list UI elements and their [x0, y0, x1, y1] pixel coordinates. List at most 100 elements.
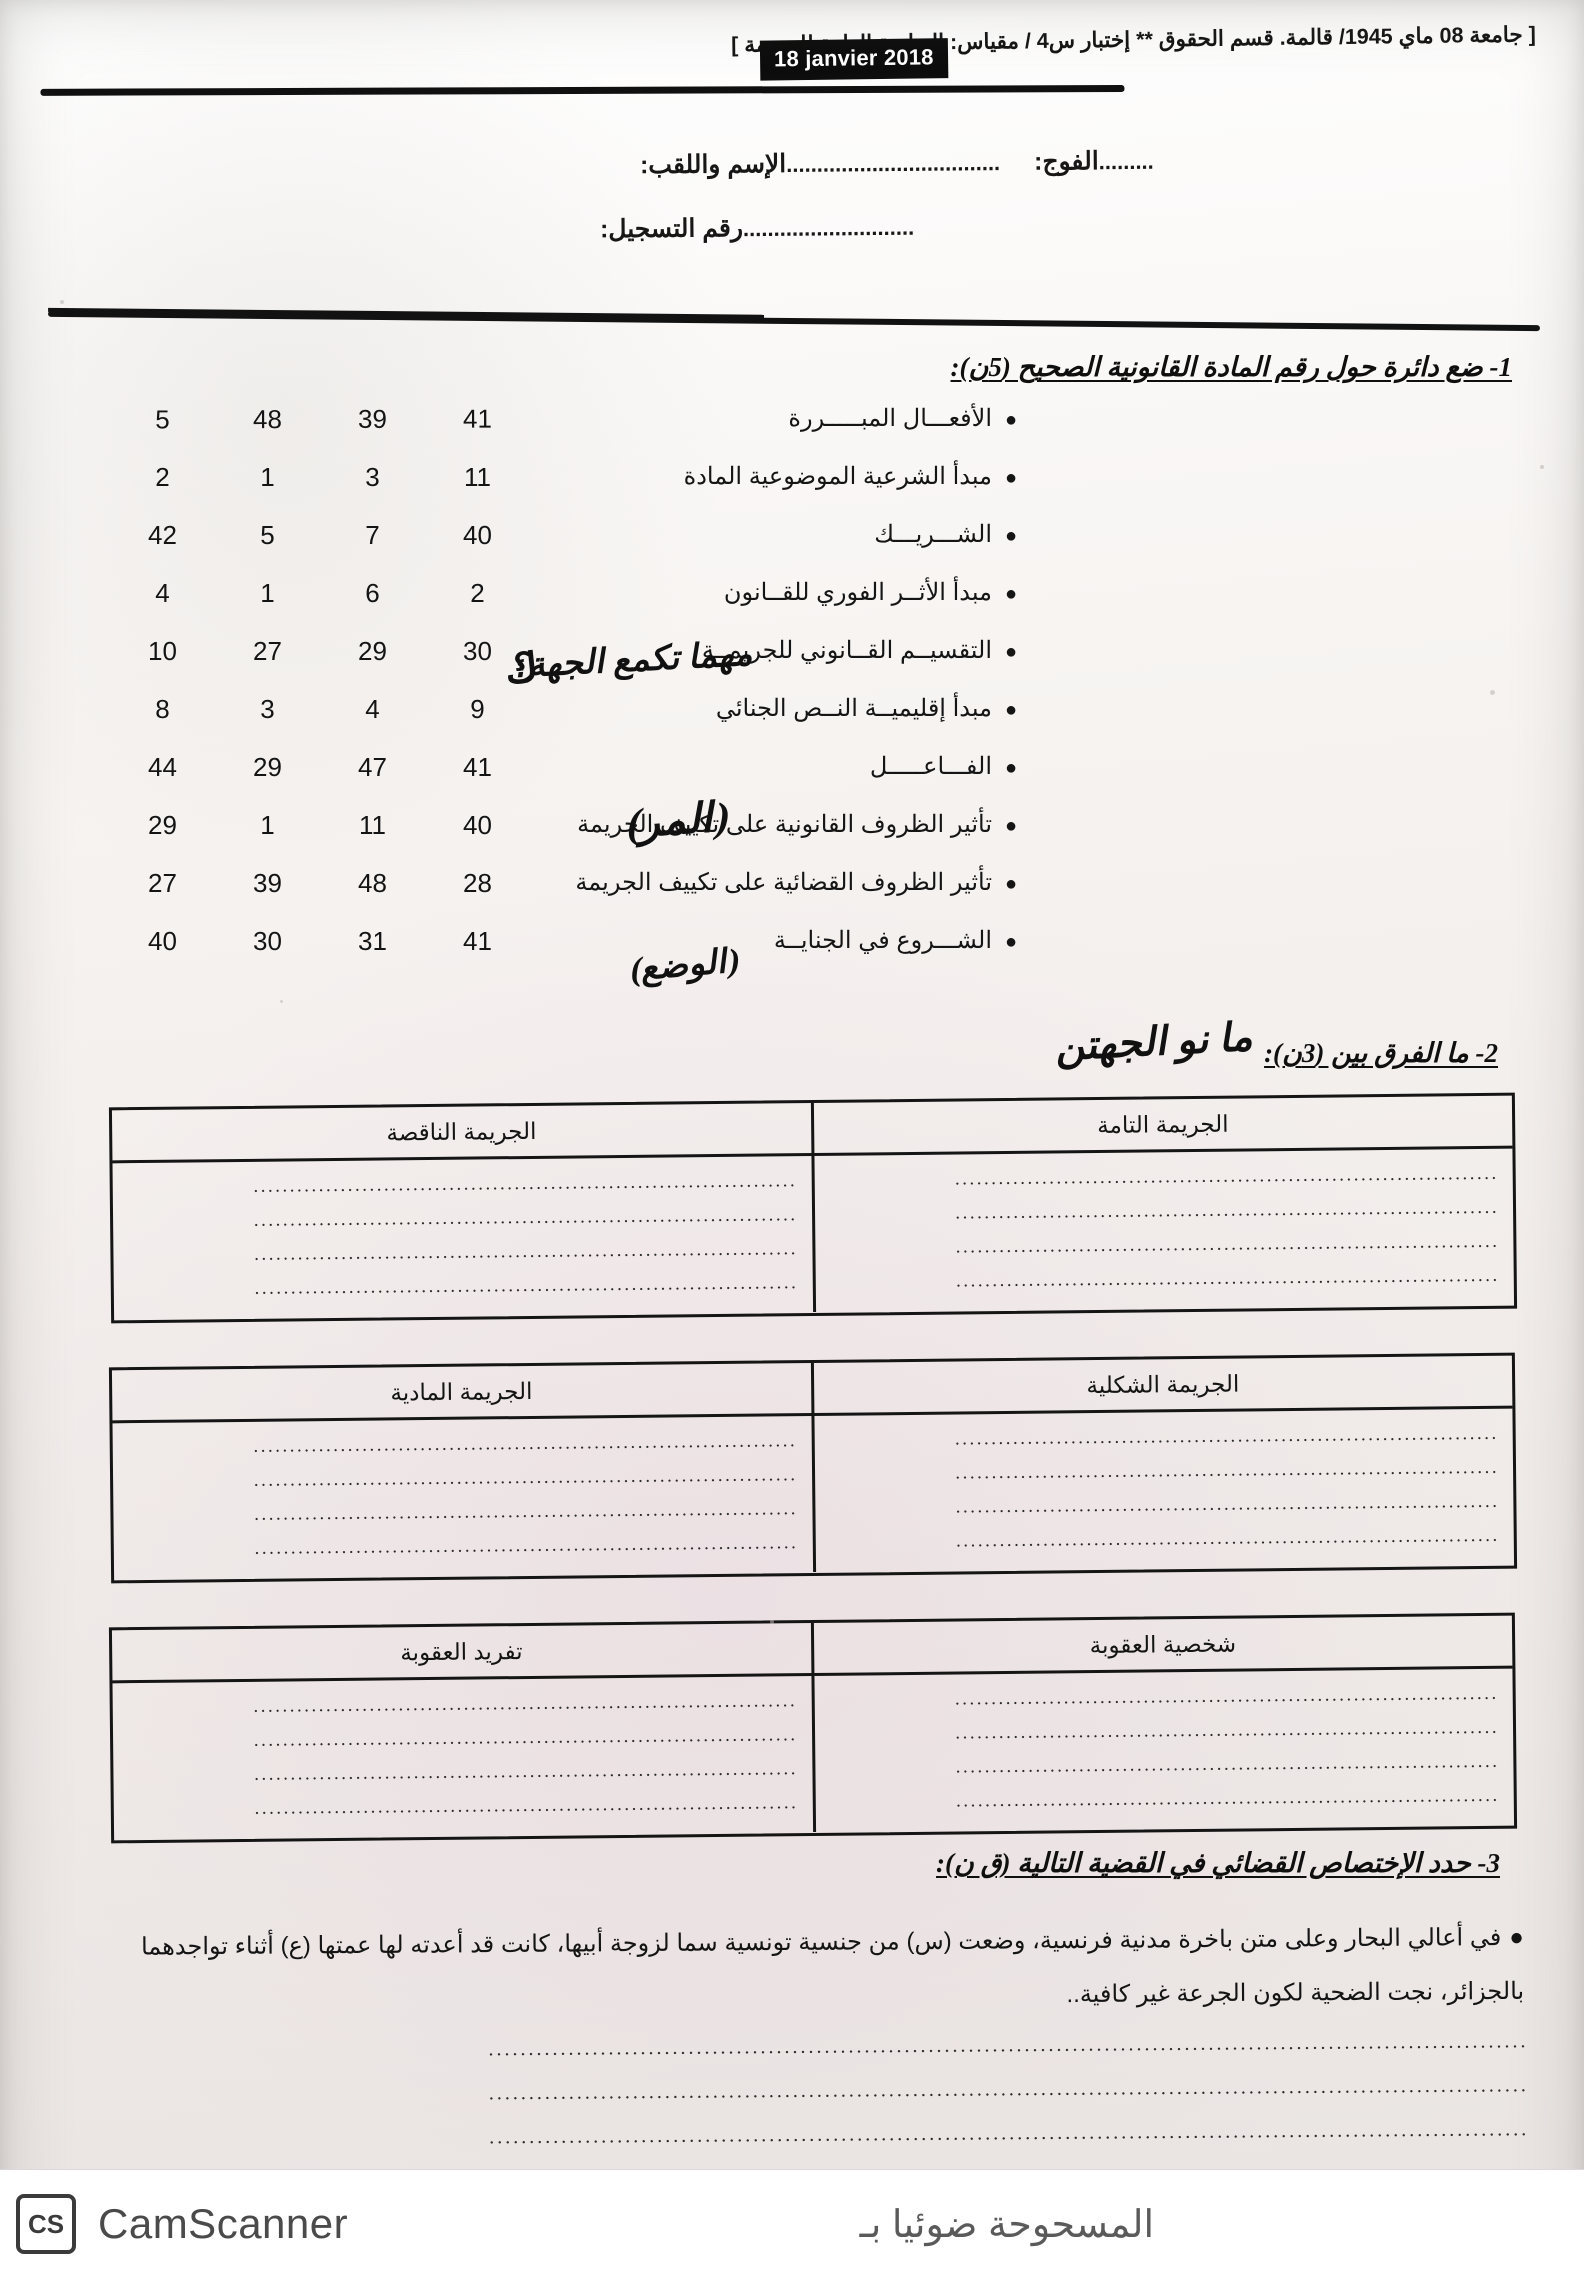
- number-option[interactable]: 48: [358, 868, 387, 898]
- number-option[interactable]: 3: [365, 462, 380, 492]
- scan-speck: [1490, 690, 1495, 695]
- exam-date-badge: 18 janvier 2018: [759, 38, 948, 81]
- registration-row: ............................رقم التسجيل:: [600, 210, 1154, 245]
- answer-cell-left[interactable]: ........................................…: [112, 1415, 816, 1580]
- name-label: الإسم واللقب:: [640, 149, 787, 180]
- number-option[interactable]: 31: [358, 926, 387, 956]
- answer-cell-right[interactable]: ........................................…: [814, 1149, 1514, 1312]
- number-option[interactable]: 5: [260, 520, 275, 550]
- number-option[interactable]: 4: [365, 694, 380, 724]
- number-option[interactable]: 29: [148, 810, 177, 840]
- number-option[interactable]: 47: [358, 752, 387, 782]
- scan-speck: [280, 1000, 283, 1003]
- number-row: 42 5 7 40: [110, 520, 530, 578]
- number-option[interactable]: 48: [252, 404, 282, 435]
- number-row: 2 1 3 11: [110, 462, 530, 520]
- number-option[interactable]: 9: [470, 694, 485, 724]
- column-header-left: الجريمة المادية: [111, 1362, 814, 1421]
- bullet-icon: ●: [1509, 1923, 1524, 1951]
- scan-speck: [1540, 465, 1544, 469]
- number-row: 4 1 6 2: [110, 578, 530, 636]
- student-identity-row: .........الفوج:.........................…: [640, 146, 1154, 180]
- number-option[interactable]: 4: [155, 578, 170, 608]
- number-option[interactable]: 27: [148, 868, 177, 898]
- bullet-icon: ●: [1004, 467, 1018, 489]
- dotted-answer-line: ........................................…: [955, 1264, 1500, 1292]
- number-option[interactable]: 8: [155, 694, 170, 724]
- column-header-left: الجريمة الناقصة: [111, 1102, 814, 1161]
- comparison-table-3: تفريد العقوبة شخصية العقوبة ............…: [108, 1612, 1518, 1844]
- number-option[interactable]: 29: [253, 752, 282, 782]
- number-option[interactable]: 41: [463, 926, 492, 956]
- header-divider-rule: [40, 85, 1125, 96]
- dotted-answer-line: ........................................…: [254, 1792, 799, 1819]
- number-option[interactable]: 10: [148, 636, 177, 666]
- scan-speck: [60, 300, 64, 304]
- list-item: ● تأثير الظروف القضائية على تكييف الجريمة: [564, 868, 1024, 926]
- number-option[interactable]: 29: [358, 636, 387, 666]
- number-option[interactable]: 1: [260, 578, 275, 608]
- number-option[interactable]: 2: [155, 462, 170, 492]
- group-label: الفوج:: [1034, 147, 1100, 176]
- number-option[interactable]: 2: [470, 578, 485, 608]
- number-row: 44 29 47 41: [110, 752, 530, 810]
- question-3-heading: 3- حدد الإختصاص القضائي في القضية التالي…: [936, 1848, 1500, 1878]
- item-label: الشـــروع في الجنايــة: [773, 927, 992, 954]
- column-header-left: تفريد العقوبة: [111, 1622, 814, 1681]
- bullet-icon: ●: [1004, 873, 1018, 895]
- number-option[interactable]: 30: [253, 926, 282, 956]
- table-body: ........................................…: [112, 1409, 1514, 1580]
- answer-cell-right[interactable]: ........................................…: [814, 1409, 1514, 1572]
- number-row: 27 39 48 28: [110, 868, 530, 926]
- question-1-heading: 1- ضع دائرة حول رقم المادة القانونية الص…: [950, 352, 1512, 382]
- number-option[interactable]: 44: [148, 752, 177, 782]
- number-option[interactable]: 40: [148, 926, 177, 956]
- question-1-number-grid: 5 48 39 41 2 1 3 11 42 5 7 40 4 1 6 2: [110, 404, 530, 984]
- dotted-answer-line: ........................................…: [254, 1532, 799, 1559]
- number-option[interactable]: 11: [464, 462, 491, 492]
- list-item: ● الشـــروع في الجنايــة: [564, 926, 1024, 984]
- item-label: مبدأ الأثــر الفوري للقــانون: [723, 579, 992, 606]
- bullet-icon: ●: [1004, 641, 1018, 663]
- table-body: ........................................…: [112, 1669, 1514, 1840]
- number-option[interactable]: 30: [463, 636, 492, 666]
- dotted-answer-line: ........................................…: [955, 1524, 1500, 1552]
- number-option[interactable]: 39: [253, 868, 282, 898]
- bullet-icon: ●: [1004, 757, 1018, 779]
- answer-cell-left[interactable]: ........................................…: [112, 1675, 816, 1840]
- column-header-right: الجريمة التامة: [1097, 1110, 1229, 1138]
- answer-cell-right[interactable]: ........................................…: [814, 1669, 1514, 1832]
- number-option[interactable]: 5: [155, 404, 170, 435]
- answer-cell-left[interactable]: ........................................…: [112, 1155, 816, 1320]
- number-option[interactable]: 7: [365, 520, 380, 550]
- number-row: 10 27 29 30: [110, 636, 530, 694]
- comparison-table-2: الجريمة المادية الجريمة الشكلية ........…: [108, 1352, 1518, 1584]
- number-option[interactable]: 11: [359, 810, 386, 840]
- item-label: مبدأ الشرعية الموضوعية المادة: [683, 463, 992, 490]
- list-item: ● الفـــاعـــــل: [564, 752, 1024, 810]
- list-item: ● الأفعـــال المبـــــررة: [564, 404, 1024, 462]
- handwritten-annotation-question-2: ما نو الجهتن: [1053, 1013, 1259, 1070]
- case-paragraph: في أعالي البحار وعلى متن باخرة مدنية فرن…: [140, 1924, 1525, 2009]
- section-divider-rule: [48, 310, 1540, 332]
- number-option[interactable]: 27: [253, 636, 282, 666]
- number-option[interactable]: 39: [357, 403, 387, 434]
- number-option[interactable]: 6: [365, 578, 380, 608]
- name-dots: ...................................: [786, 150, 1001, 177]
- number-option[interactable]: 1: [260, 810, 275, 840]
- number-option[interactable]: 42: [148, 520, 177, 550]
- bullet-icon: ●: [1004, 931, 1018, 953]
- number-option[interactable]: 40: [463, 520, 492, 550]
- item-label: مبدأ إقليميــة النــص الجنائي: [715, 695, 992, 722]
- number-option[interactable]: 41: [463, 752, 492, 782]
- question-3-case-text: ●في أعالي البحار وعلى متن باخرة مدنية فر…: [54, 1911, 1525, 2029]
- item-label: تأثير الظروف القضائية على تكييف الجريمة: [575, 869, 992, 896]
- number-option[interactable]: 3: [260, 694, 275, 724]
- number-option[interactable]: 1: [260, 462, 275, 492]
- bullet-icon: ●: [1004, 525, 1018, 547]
- number-row: 5 48 39 41: [110, 403, 530, 462]
- number-option[interactable]: 28: [463, 868, 492, 898]
- number-option[interactable]: 41: [462, 403, 492, 434]
- number-option[interactable]: 40: [463, 810, 492, 840]
